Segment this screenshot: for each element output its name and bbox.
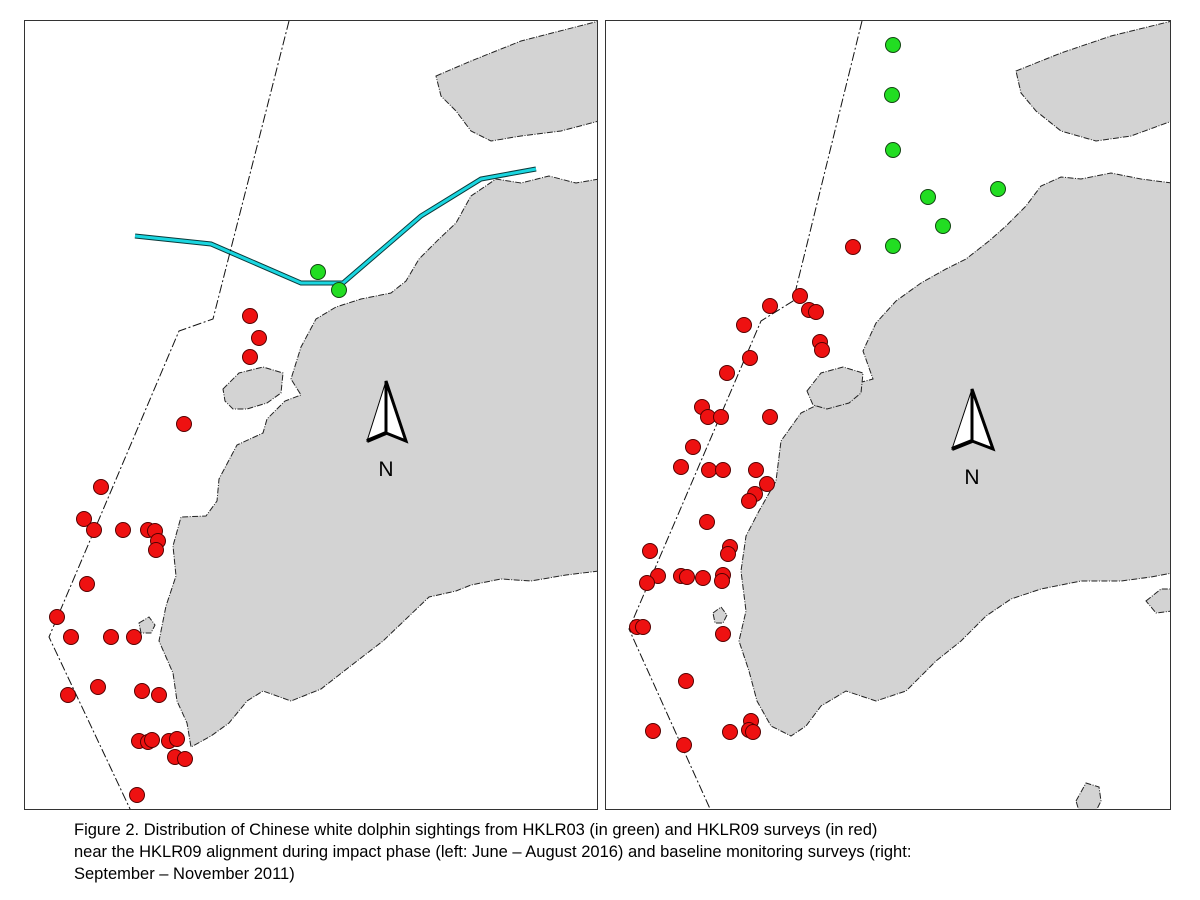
sighting-red: [685, 439, 701, 455]
sighting-red: [699, 514, 715, 530]
sighting-red: [151, 687, 167, 703]
sighting-red: [129, 787, 145, 803]
sighting-red: [748, 462, 764, 478]
sighting-red: [63, 629, 79, 645]
sighting-red: [177, 751, 193, 767]
land-islet: [712, 606, 728, 624]
map-panel-right: N: [605, 20, 1171, 810]
sighting-red: [76, 511, 92, 527]
land-islet-east: [1145, 588, 1170, 614]
sighting-red: [762, 298, 778, 314]
sighting-red: [635, 619, 651, 635]
sighting-red: [792, 288, 808, 304]
sighting-red: [115, 522, 131, 538]
north-arrow-icon: N: [366, 380, 409, 481]
map-left-svg: N: [48, 21, 597, 809]
sightings-right: [629, 37, 1006, 753]
sighting-red: [762, 409, 778, 425]
figure-caption: Figure 2. Distribution of Chinese white …: [74, 819, 1174, 885]
sighting-green: [920, 189, 936, 205]
map-panel-left: N: [24, 20, 598, 810]
sighting-green: [331, 282, 347, 298]
sighting-green: [885, 142, 901, 158]
sighting-red: [144, 732, 160, 748]
sighting-red: [126, 629, 142, 645]
land-islet: [138, 616, 156, 634]
sighting-red: [645, 723, 661, 739]
land-main: [158, 175, 597, 748]
sighting-red: [134, 683, 150, 699]
sighting-red: [103, 629, 119, 645]
map-right-svg: N: [628, 21, 1170, 809]
sighting-red: [176, 416, 192, 432]
sighting-red: [679, 569, 695, 585]
sighting-red: [715, 462, 731, 478]
sighting-red: [60, 687, 76, 703]
sighting-red: [678, 673, 694, 689]
sighting-red: [808, 304, 824, 320]
sighting-red: [741, 493, 757, 509]
sighting-red: [242, 349, 258, 365]
north-arrow-icon: N: [951, 388, 996, 489]
land-north: [435, 21, 597, 142]
sighting-red: [719, 365, 735, 381]
north-label: N: [378, 458, 393, 481]
sighting-red: [736, 317, 752, 333]
sightings-left: [49, 264, 347, 803]
sighting-red: [676, 737, 692, 753]
sighting-red: [715, 626, 731, 642]
sighting-red: [673, 459, 689, 475]
sighting-red: [742, 350, 758, 366]
sighting-red: [720, 546, 736, 562]
sighting-green: [885, 37, 901, 53]
bridge-alignment-inner: [134, 167, 537, 285]
sighting-red: [49, 609, 65, 625]
survey-boundary: [628, 21, 863, 809]
sighting-red: [701, 462, 717, 478]
land-north: [1015, 21, 1170, 142]
caption-line-1: Figure 2. Distribution of Chinese white …: [74, 821, 878, 839]
sighting-red: [713, 409, 729, 425]
sighting-green: [885, 238, 901, 254]
land-island: [806, 366, 864, 410]
sighting-red: [148, 542, 164, 558]
land-islet-south: [1075, 782, 1102, 809]
sighting-red: [86, 522, 102, 538]
sighting-red: [759, 476, 775, 492]
sighting-red: [169, 731, 185, 747]
caption-line-2: near the HKLR09 alignment during impact …: [74, 843, 912, 861]
sighting-red: [90, 679, 106, 695]
sighting-red: [79, 576, 95, 592]
sighting-red: [745, 724, 761, 740]
sighting-green: [884, 87, 900, 103]
caption-line-3: September – November 2011): [74, 865, 295, 883]
sighting-green: [310, 264, 326, 280]
sighting-green: [990, 181, 1006, 197]
sighting-red: [242, 308, 258, 324]
sighting-red: [714, 573, 730, 589]
sighting-red: [93, 479, 109, 495]
sighting-red: [845, 239, 861, 255]
sighting-red: [722, 724, 738, 740]
survey-boundary: [48, 21, 290, 809]
land-main: [738, 172, 1170, 737]
sighting-red: [639, 575, 655, 591]
sighting-red: [642, 543, 658, 559]
north-label: N: [964, 466, 979, 489]
sighting-red: [251, 330, 267, 346]
land-island: [222, 366, 284, 410]
sighting-green: [935, 218, 951, 234]
sighting-red: [695, 570, 711, 586]
sighting-red: [814, 342, 830, 358]
